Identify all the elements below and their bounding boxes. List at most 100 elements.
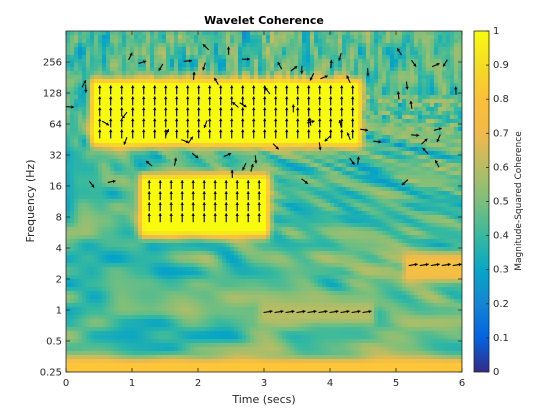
phase-arrow [152, 96, 157, 106]
phase-arrow [396, 47, 402, 56]
phase-arrow [123, 137, 128, 145]
phase-arrow [203, 120, 208, 129]
phase-arrow [183, 59, 192, 63]
phase-arrow [224, 180, 228, 190]
y-tick-label: 4 [56, 244, 62, 255]
phase-arrow [119, 96, 124, 106]
x-tick-label: 0 [63, 378, 69, 389]
phase-arrow [141, 129, 146, 139]
colorbar-tick-label: 0.3 [493, 265, 509, 276]
phase-arrow [226, 46, 231, 55]
phase-arrow [373, 140, 382, 144]
y-axis: 0.25 0.5 1 2 4 8 16 32 64 128 256 [40, 58, 462, 379]
y-tick-label: 0.25 [40, 368, 62, 379]
phase-arrow [163, 85, 168, 95]
phase-arrow [240, 118, 245, 128]
phase-arrow [180, 213, 184, 223]
phase-arrow [257, 213, 261, 223]
phase-arrow [174, 96, 179, 106]
phase-arrow [229, 96, 234, 106]
y-tick-label: 16 [49, 182, 62, 193]
phase-arrow [251, 129, 256, 139]
phase-arrow [264, 87, 271, 95]
phase-arrow [185, 96, 190, 106]
phase-arrow [396, 91, 401, 100]
phase-arrows [66, 43, 462, 314]
phase-arrow [295, 96, 300, 106]
phase-arrow [138, 60, 147, 64]
phase-arrow [158, 202, 162, 212]
phase-arrow [224, 191, 228, 201]
phase-arrow [174, 107, 179, 117]
phase-arrow [454, 86, 458, 95]
phase-arrow [350, 129, 355, 139]
phase-arrow [196, 129, 201, 139]
phase-arrow [441, 262, 451, 267]
phase-arrow [169, 202, 173, 212]
phase-arrow [229, 118, 234, 128]
phase-arrow [401, 179, 409, 186]
phase-arrow [119, 129, 124, 139]
phase-arrow [239, 102, 247, 108]
phase-arrow [223, 152, 232, 158]
colorbar-tick-label: 0.5 [493, 197, 509, 208]
phase-arrow [202, 180, 206, 190]
phase-arrow [181, 139, 189, 144]
y-tick-label: 0.5 [46, 337, 62, 348]
phase-arrow [295, 118, 300, 128]
phase-arrow [180, 180, 184, 190]
phase-arrow [262, 129, 267, 139]
phase-arrow [185, 107, 190, 117]
phase-arrow [108, 129, 113, 139]
phase-arrow [246, 180, 250, 190]
phase-arrow [263, 309, 273, 314]
phase-arrow [152, 118, 157, 128]
phase-arrow [349, 157, 355, 165]
phase-arrow [229, 85, 234, 95]
phase-arrow [295, 85, 300, 95]
phase-arrow [339, 96, 344, 106]
phase-arrow [202, 43, 210, 51]
phase-arrow [421, 138, 428, 145]
phase-arrow [185, 118, 190, 128]
y-tick-label: 128 [43, 89, 62, 100]
phase-arrow [339, 85, 344, 95]
phase-arrow [202, 213, 206, 223]
phase-arrow [328, 129, 333, 139]
phase-arrow [97, 96, 102, 106]
phase-arrow [213, 77, 219, 86]
phase-arrow [251, 118, 256, 128]
colorbar-tick-label: 0.1 [493, 333, 509, 344]
phase-arrow [97, 118, 102, 128]
phase-arrow [141, 118, 146, 128]
phase-arrow [246, 191, 250, 201]
colorbar-label: Magnitude-Squared Coherence [514, 131, 524, 271]
phase-arrow [338, 52, 342, 61]
phase-arrow [141, 85, 146, 95]
phase-arrow [107, 179, 116, 184]
phase-arrow [147, 180, 151, 190]
phase-arrow [422, 147, 429, 155]
phase-arrow [346, 75, 351, 84]
phase-arrow [257, 191, 261, 201]
phase-arrow [128, 52, 133, 61]
phase-arrow [240, 85, 245, 95]
phase-arrow [328, 85, 333, 95]
phase-arrow [301, 178, 309, 185]
phase-arrow [324, 135, 331, 142]
phase-arrow [81, 79, 87, 88]
y-tick-label: 256 [43, 58, 62, 69]
phase-arrow [130, 85, 135, 95]
phase-arrow [274, 309, 284, 314]
phase-arrow [88, 180, 95, 188]
phase-arrow [119, 107, 124, 117]
phase-arrow [130, 107, 135, 117]
phase-arrow [119, 85, 124, 95]
phase-arrow [152, 107, 157, 117]
phase-arrow [296, 309, 306, 314]
phase-arrow [411, 133, 420, 137]
phase-arrow [235, 202, 239, 212]
phase-arrow [246, 213, 250, 223]
phase-arrow [207, 107, 212, 117]
